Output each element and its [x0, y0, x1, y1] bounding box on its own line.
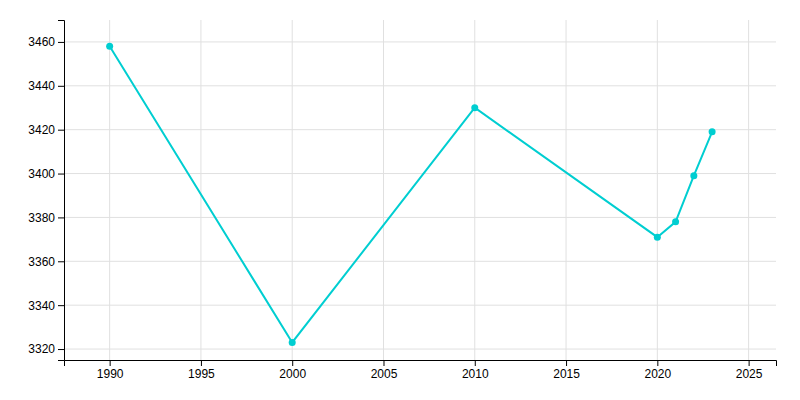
- y-axis-tick-mark: [58, 42, 64, 43]
- grid-line-x: [200, 20, 201, 360]
- y-axis-tick: 3320: [28, 342, 64, 356]
- y-axis-tick-label: 3460: [28, 35, 55, 49]
- y-axis-tick-label: 3320: [28, 342, 55, 356]
- x-axis-tick-label: 1990: [97, 367, 124, 381]
- point: [654, 234, 661, 241]
- x-axis-line: [65, 361, 777, 367]
- y-axis-tick-mark: [58, 305, 64, 306]
- y-axis-tick: 3340: [28, 299, 64, 313]
- x-axis-tick-mark: [110, 360, 111, 366]
- y-axis-tick: 3460: [28, 35, 64, 49]
- y-axis-tick-mark: [58, 174, 64, 175]
- grid-line-x: [474, 20, 475, 360]
- x-axis-tick: 2025: [736, 360, 763, 381]
- y-axis-tick-label: 3420: [28, 123, 55, 137]
- x-axis-tick: 1995: [188, 360, 215, 381]
- x-axis-tick: 2010: [462, 360, 489, 381]
- grid-line-y: [64, 261, 776, 262]
- grid-line-y: [64, 305, 776, 306]
- x-axis-tick-label: 2010: [462, 367, 489, 381]
- y-axis-tick-label: 3440: [28, 79, 55, 93]
- x-axis-tick: 2015: [553, 360, 580, 381]
- x-axis-tick-label: 2020: [644, 367, 671, 381]
- y-axis-tick-mark: [58, 130, 64, 131]
- plot: 1990 1995 2000 2005 2010 2015 2020 2025 3320 3340…: [28, 20, 776, 381]
- y-axis-tick-mark: [58, 261, 64, 262]
- grid-line-y: [64, 217, 776, 218]
- y-axis-tick-label: 3360: [28, 255, 55, 269]
- grid-line-y: [64, 85, 776, 86]
- x-axis-tick-label: 2005: [371, 367, 398, 381]
- x-axis-tick-label: 2000: [279, 367, 306, 381]
- y-axis-tick: 3420: [28, 123, 64, 137]
- point: [690, 172, 697, 179]
- y-axis-tick-label: 3380: [28, 211, 55, 225]
- x-axis: 1990 1995 2000 2005 2010 2015 2020 2025: [65, 360, 777, 381]
- grid-line-y: [64, 41, 776, 42]
- x-axis-tick: 1990: [97, 360, 124, 381]
- x-axis-tick-mark: [566, 360, 567, 366]
- grid-line-y: [64, 173, 776, 174]
- x-axis-tick-mark: [383, 360, 384, 366]
- x-axis-tick: 2005: [371, 360, 398, 381]
- x-axis-tick-label: 2025: [736, 367, 763, 381]
- point: [106, 43, 113, 50]
- x-axis-tick-mark: [475, 360, 476, 366]
- grid-line-y: [64, 349, 776, 350]
- grid-line-y: [64, 129, 776, 130]
- x-axis-tick: 2000: [279, 360, 306, 381]
- y-axis-tick-mark: [58, 217, 64, 218]
- y-axis-tick: 3440: [28, 79, 64, 93]
- grid-line-x: [657, 20, 658, 360]
- point: [471, 104, 478, 111]
- grid-line-x: [109, 20, 110, 360]
- y-axis-line: [58, 21, 65, 361]
- x-axis-tick-mark: [292, 360, 293, 366]
- grid-line-x: [383, 20, 384, 360]
- y-axis-tick: 3400: [28, 167, 64, 181]
- marks: [106, 43, 715, 346]
- x-axis-tick-label: 2015: [553, 367, 580, 381]
- y-axis-tick-mark: [58, 86, 64, 87]
- y-axis-tick-mark: [58, 349, 64, 350]
- x-axis-tick: 2020: [644, 360, 671, 381]
- grid-line-x: [566, 20, 567, 360]
- chart-container: 1990 1995 2000 2005 2010 2015 2020 2025 3320 3340…: [0, 0, 800, 400]
- grid: [64, 20, 776, 360]
- x-axis-tick-mark: [749, 360, 750, 366]
- grid-line-x: [292, 20, 293, 360]
- chart: 1990 1995 2000 2005 2010 2015 2020 2025 3320 3340…: [0, 0, 800, 400]
- y-axis-tick: 3380: [28, 211, 64, 225]
- point: [709, 128, 716, 135]
- y-axis-tick: 3360: [28, 255, 64, 269]
- x-axis-tick-label: 1995: [188, 367, 215, 381]
- point: [672, 218, 679, 225]
- x-axis-tick-mark: [657, 360, 658, 366]
- y-axis-tick-label: 3400: [28, 167, 55, 181]
- x-axis-tick-mark: [201, 360, 202, 366]
- grid-line-x: [748, 20, 749, 360]
- point: [289, 339, 296, 346]
- y-axis: 3320 3340 3360 3380 3400 3420 3440 3460: [28, 21, 64, 361]
- y-axis-tick-label: 3340: [28, 299, 55, 313]
- line: [110, 46, 712, 342]
